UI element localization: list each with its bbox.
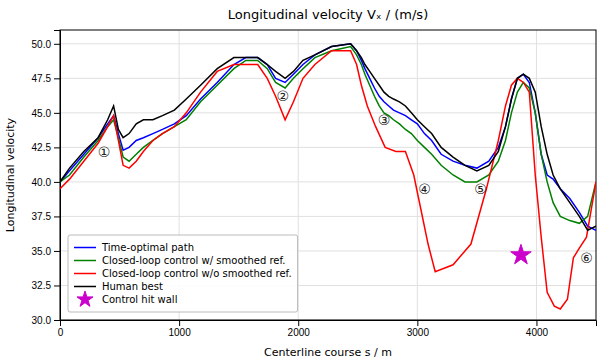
annotation: ① [98, 144, 111, 160]
x-axis-line [61, 321, 597, 327]
y-tick-label: 50.0 [32, 39, 52, 50]
y-tick: 47.5 [32, 73, 60, 84]
y-tick-mark [54, 320, 60, 321]
y-tick-mark [54, 216, 60, 217]
legend-label: Closed-loop control w/o smoothed ref. [102, 268, 292, 279]
y-tick: 50.0 [32, 39, 60, 50]
legend-label: Control hit wall [102, 294, 177, 305]
x-tick-label: 3000 [407, 327, 430, 338]
y-tick-label: 35.0 [32, 246, 52, 257]
y-grid-line [60, 78, 596, 79]
annotation: ⑤ [474, 181, 487, 197]
y-tick-label: 37.5 [32, 211, 52, 222]
x-tick-mark [417, 320, 418, 326]
legend-label: Time-optimal path [101, 242, 194, 253]
legend-label: Closed-loop control w/ smoothed ref. [102, 255, 285, 266]
y-tick-label: 32.5 [32, 280, 52, 291]
series-line [60, 51, 596, 309]
legend-entry: Control hit wall [77, 291, 177, 306]
marks [60, 44, 596, 309]
chart: 0 1000 2000 3000 4000 30.0 32.5 35.0 37.5 40.0 42.… [0, 0, 612, 364]
x-grid-line [536, 30, 537, 320]
legend-box [68, 235, 298, 312]
x-grid-line [417, 30, 418, 320]
y-tick: 42.5 [32, 142, 60, 153]
plot-frame [60, 30, 596, 320]
legend: Time-optimal path Closed-loop control w/ … [68, 235, 298, 312]
y-tick: 32.5 [32, 280, 60, 291]
x-tick: 4000 [526, 320, 549, 338]
y-grid-line [60, 43, 596, 44]
x-axis-title: Centerline course s / m [264, 346, 392, 359]
legend-swatch [74, 286, 96, 288]
annotation: ③ [378, 112, 391, 128]
x-tick-label: 4000 [526, 327, 549, 338]
x-tick-label: 0 [58, 327, 64, 338]
series-line [60, 44, 596, 230]
legend-entry: Closed-loop control w/ smoothed ref. [74, 255, 285, 266]
x-tick-mark [298, 320, 299, 326]
y-grid-line [60, 112, 596, 113]
x-tick: 1000 [168, 320, 191, 338]
grid [60, 30, 596, 320]
y-tick-mark [54, 44, 60, 45]
legend-swatch [77, 291, 93, 306]
legend-entry: Time-optimal path [74, 242, 194, 253]
annotation: ② [276, 88, 289, 104]
y-tick-label: 42.5 [32, 142, 52, 153]
x-tick-label: 2000 [288, 327, 311, 338]
y-tick-mark [54, 113, 60, 114]
y-axis: 30.0 32.5 35.0 37.5 40.0 42.5 45.0 47.5 50.0 [32, 31, 61, 326]
x-tick-mark [179, 320, 180, 326]
x-axis: 0 1000 2000 3000 4000 [58, 320, 597, 338]
y-tick: 30.0 [32, 315, 60, 326]
y-axis-title: Longitudinal velocity [4, 117, 17, 232]
y-tick: 40.0 [32, 177, 60, 188]
y-tick-mark [54, 147, 60, 148]
y-tick-label: 45.0 [32, 108, 52, 119]
y-tick-label: 30.0 [32, 315, 52, 326]
y-tick-mark [54, 78, 60, 79]
y-tick-mark [54, 251, 60, 252]
y-tick-mark [54, 285, 60, 286]
series-line [60, 47, 596, 224]
legend-entry: Closed-loop control w/o smoothed ref. [74, 268, 292, 279]
plot-area: 0 1000 2000 3000 4000 30.0 32.5 35.0 37.5 40.0 42.… [32, 30, 597, 338]
annotation: ④ [418, 181, 431, 197]
annotation: ⑥ [580, 250, 593, 266]
legend-entry: Human best [74, 281, 163, 292]
y-tick-label: 47.5 [32, 73, 52, 84]
chart-title: Longitudinal velocity Vₓ / (m/s) [228, 7, 428, 22]
x-tick-mark [536, 320, 537, 326]
x-tick: 3000 [407, 320, 430, 338]
legend-swatch [74, 273, 96, 275]
y-tick-label: 40.0 [32, 177, 52, 188]
y-tick: 35.0 [32, 246, 60, 257]
x-tick-label: 1000 [168, 327, 191, 338]
x-tick: 0 [58, 320, 64, 338]
y-grid-line [60, 147, 596, 148]
y-grid-line [60, 216, 596, 217]
y-tick-mark [54, 182, 60, 183]
y-tick: 37.5 [32, 211, 60, 222]
legend-swatch [74, 260, 96, 262]
series-point [511, 244, 531, 263]
legend-swatch [74, 247, 96, 249]
y-tick: 45.0 [32, 108, 60, 119]
legend-label: Human best [102, 281, 163, 292]
y-grid-line [60, 181, 596, 182]
x-tick: 2000 [288, 320, 311, 338]
series-line [60, 44, 596, 230]
